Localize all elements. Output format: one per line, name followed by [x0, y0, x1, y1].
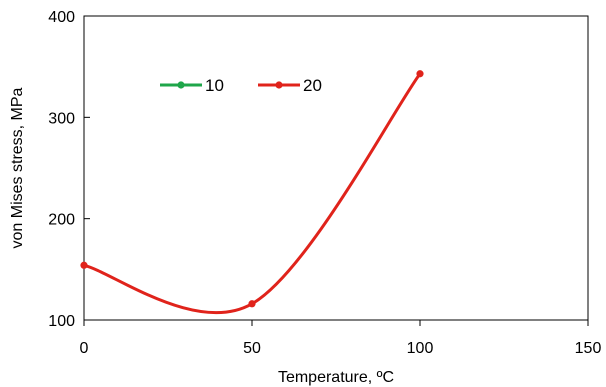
- legend-label-20: 20: [303, 76, 322, 95]
- plot-area-frame: [83, 15, 589, 321]
- y-tick-label: 400: [48, 9, 75, 26]
- data-point-20: [416, 70, 424, 78]
- y-axis-ticks: 100 200 300 400: [48, 9, 90, 330]
- legend-label-10: 10: [205, 76, 224, 95]
- y-axis-title: von Mises stress, MPa: [9, 87, 26, 248]
- x-tick-label: 150: [575, 340, 602, 357]
- x-axis-ticks: 0 50 100 150: [80, 320, 602, 357]
- data-point-20: [248, 300, 256, 308]
- x-tick-label: 0: [80, 340, 89, 357]
- x-tick-label: 50: [243, 340, 261, 357]
- x-tick-label: 100: [407, 340, 434, 357]
- series-line-20: [82, 72, 422, 315]
- legend-marker-10: [177, 81, 185, 89]
- x-axis-title: Temperature, ºC: [278, 369, 394, 386]
- series-layer: [80, 70, 424, 315]
- y-tick-label: 200: [48, 212, 75, 229]
- legend-marker-20: [275, 81, 283, 89]
- y-tick-label: 100: [48, 313, 75, 330]
- legend: 10 20: [160, 76, 322, 95]
- data-point-20: [80, 261, 88, 269]
- y-tick-label: 300: [48, 110, 75, 127]
